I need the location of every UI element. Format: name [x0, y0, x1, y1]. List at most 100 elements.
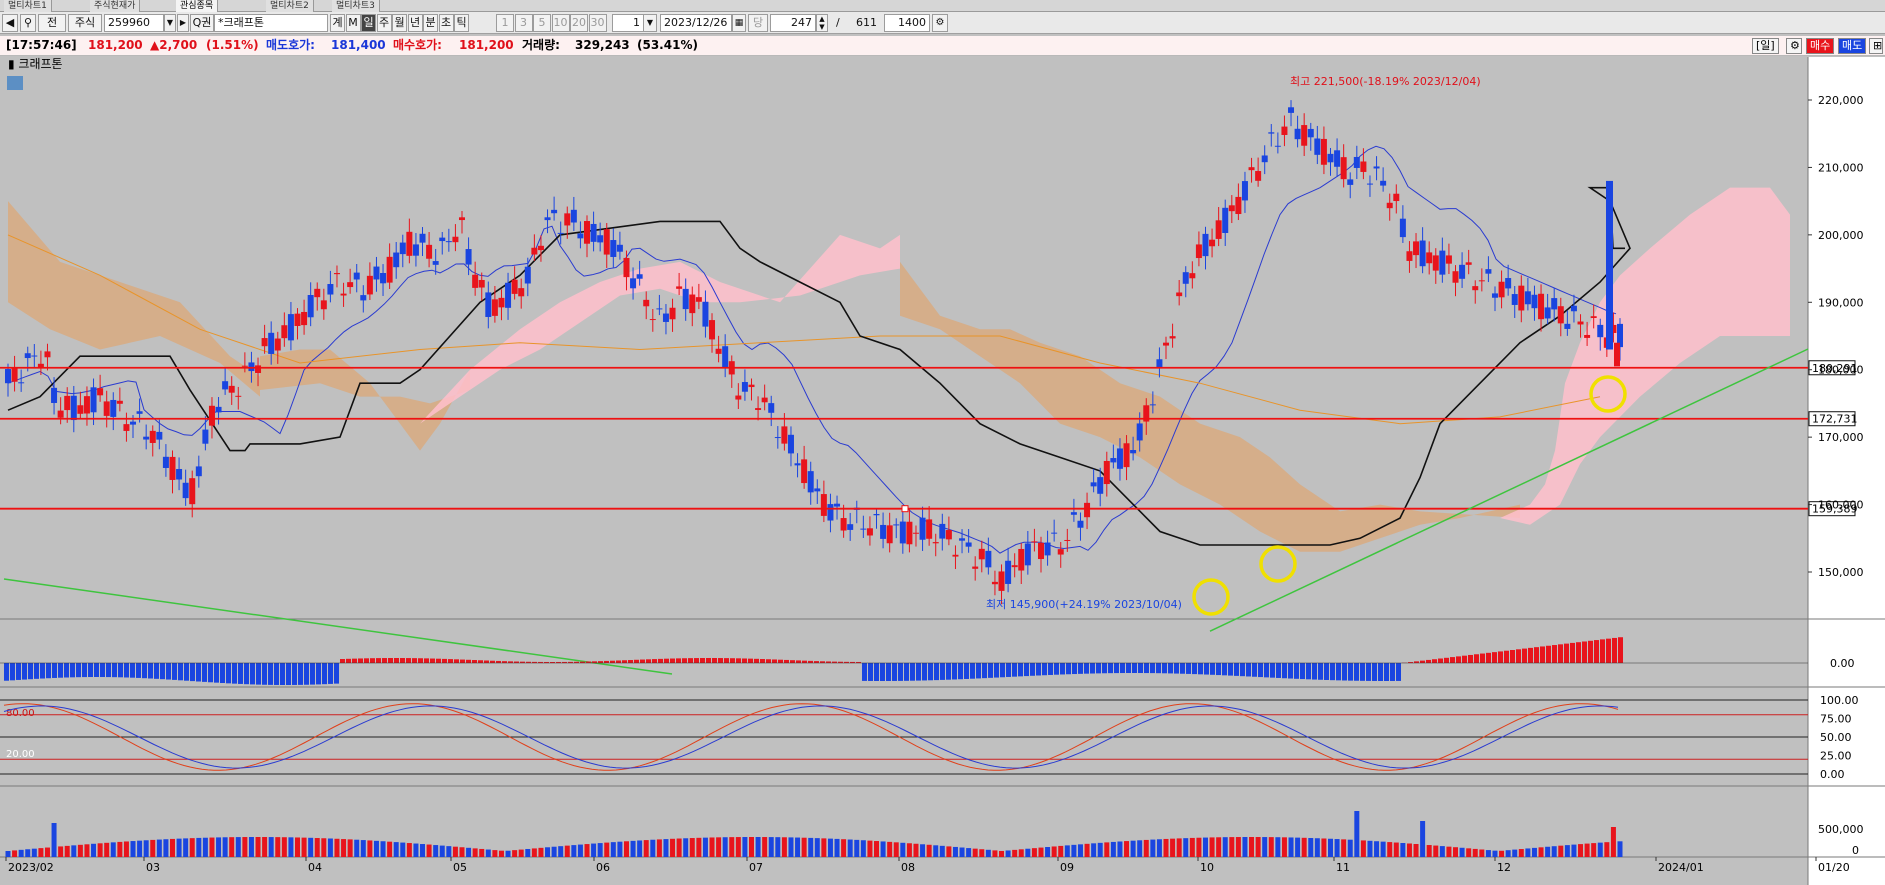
count-spinner-icon[interactable]: ▲ ▼ — [816, 14, 828, 32]
date-input[interactable]: 2023/12/26 — [660, 14, 732, 32]
tick-interval-button[interactable]: 30 — [588, 14, 607, 32]
tick-interval-button[interactable]: 20 — [570, 14, 588, 32]
sell-button[interactable]: 매도 — [1838, 38, 1867, 54]
volume-bar — [222, 837, 228, 857]
multiplier-dropdown-icon[interactable]: ▼ — [643, 14, 657, 32]
stock-chart[interactable]: ▮ 크래프톤 180,291 172,731 159,389 최고 221,500(-1… — [0, 57, 1885, 885]
volume-bar — [1393, 842, 1399, 857]
candle-body — [1426, 252, 1433, 264]
candle-body — [557, 232, 564, 234]
macd-bar — [226, 663, 231, 684]
volume-bar — [518, 849, 524, 857]
settings-icon[interactable]: ⚙ — [932, 14, 948, 32]
options-icon[interactable]: ⚙ — [1786, 38, 1802, 54]
volume-bar — [248, 837, 254, 857]
type-toggle-button[interactable]: 전 — [38, 14, 66, 32]
macd-bar — [508, 661, 513, 663]
candle-body — [590, 223, 597, 242]
period-button[interactable]: 주 — [376, 14, 392, 32]
period-button[interactable]: 계 — [330, 14, 345, 32]
volume-bar — [314, 838, 320, 857]
calendar-icon[interactable]: ▦ — [732, 14, 746, 32]
candle-body — [458, 217, 465, 221]
stoch-tick-label: 100.00 — [1820, 694, 1859, 707]
tick-interval-button[interactable]: 10 — [551, 14, 570, 32]
period-toggle-button[interactable]: [일] — [1752, 38, 1779, 54]
period-query-button[interactable]: 당 — [748, 14, 768, 32]
volume-bar — [1597, 842, 1603, 857]
macd-bar — [1096, 663, 1101, 674]
candle-body — [116, 400, 123, 404]
display-count-input[interactable]: 1400 — [884, 14, 930, 32]
volume-bar — [617, 841, 623, 857]
macd-bar — [718, 658, 723, 663]
macd-bar — [1234, 663, 1239, 676]
volume-bar — [1295, 837, 1301, 857]
candle-body — [491, 299, 498, 316]
tick-interval-button[interactable]: 5 — [533, 14, 551, 32]
total-count: 611 — [856, 16, 877, 29]
candle-body — [162, 456, 169, 468]
volume-bar — [130, 841, 136, 857]
buy-button[interactable]: 매수 — [1806, 38, 1835, 54]
search-button[interactable]: Q권 — [190, 14, 214, 32]
macd-bar — [598, 661, 603, 663]
market-select[interactable]: 주식 — [68, 14, 102, 32]
macd-bar — [124, 663, 129, 678]
period-button[interactable]: 일 — [361, 14, 376, 32]
code-dropdown-icon[interactable]: ▼ — [164, 14, 176, 32]
period-button[interactable]: 분 — [423, 14, 438, 32]
panel-toggle-icon[interactable]: ⊞ — [1869, 38, 1883, 54]
candle-body — [426, 244, 433, 259]
stock-name-field[interactable]: *크래프톤 — [214, 14, 328, 32]
volume-bar — [163, 839, 169, 857]
volume-bar — [735, 837, 741, 857]
macd-bar — [466, 659, 471, 663]
candle-body — [1432, 255, 1439, 271]
window-tab[interactable]: 멀티차트1 — [4, 0, 52, 12]
period-button[interactable]: 월 — [392, 14, 407, 32]
highlight-circle — [1192, 578, 1230, 616]
tick-interval-button[interactable]: 1 — [496, 14, 514, 32]
tick-interval-button[interactable]: 3 — [514, 14, 533, 32]
macd-bar — [370, 658, 375, 663]
volume-bar — [538, 847, 544, 857]
volume-bar — [1571, 844, 1577, 857]
candle-body — [1248, 167, 1255, 171]
volume-bar — [1104, 842, 1110, 857]
candle-body — [794, 463, 801, 466]
candle-body — [1182, 272, 1189, 284]
stoch-tick-label: 25.00 — [1820, 750, 1852, 763]
macd-bar — [580, 661, 585, 663]
lock-icon[interactable]: ⚲ — [20, 14, 36, 32]
volume-bar — [262, 837, 268, 857]
window-tab[interactable]: 멀티차트2 — [266, 0, 314, 12]
macd-bar — [52, 663, 57, 678]
macd-bar — [346, 658, 351, 663]
candle-body — [1018, 548, 1025, 571]
candle-body — [419, 233, 426, 243]
window-tab[interactable]: 멀티차트3 — [332, 0, 380, 12]
count-input[interactable]: 247 — [770, 14, 816, 32]
macd-bar — [424, 658, 429, 663]
period-button[interactable]: 년 — [407, 14, 423, 32]
candle-body — [524, 266, 531, 284]
macd-bar — [1276, 663, 1281, 678]
period-button[interactable]: 초 — [438, 14, 454, 32]
volume-bar — [683, 838, 689, 857]
prev-icon[interactable]: ◀ — [2, 14, 18, 32]
volume-bar — [1354, 811, 1360, 857]
volume-bar — [77, 844, 83, 857]
volume-bar — [1472, 848, 1478, 857]
macd-bar — [472, 660, 477, 663]
period-button[interactable]: M — [345, 14, 361, 32]
next-icon[interactable]: ▶ — [177, 14, 189, 32]
multiplier-input[interactable]: 1 — [612, 14, 644, 32]
volume-bar — [1045, 847, 1051, 857]
window-tab[interactable]: 주식현재가 — [90, 0, 141, 12]
macd-bar — [118, 663, 123, 678]
volume-bar — [900, 842, 906, 857]
period-button[interactable]: 틱 — [454, 14, 469, 32]
window-tab[interactable]: 관심종목 — [176, 0, 219, 12]
code-input[interactable]: 259960 — [104, 14, 164, 32]
